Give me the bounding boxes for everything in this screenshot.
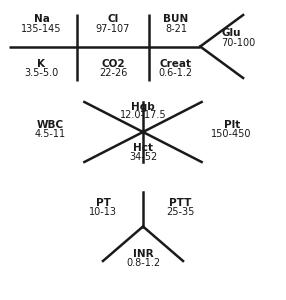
- Text: Plt: Plt: [224, 120, 240, 130]
- Text: K: K: [37, 58, 45, 69]
- Text: CO2: CO2: [101, 58, 125, 69]
- Text: Hgb: Hgb: [131, 101, 155, 112]
- Text: 34-52: 34-52: [129, 152, 157, 162]
- Text: 10-13: 10-13: [89, 207, 117, 218]
- Text: BUN: BUN: [163, 14, 188, 25]
- Text: 135-145: 135-145: [21, 23, 62, 34]
- Text: 25-35: 25-35: [166, 207, 194, 218]
- Text: 150-450: 150-450: [211, 129, 252, 140]
- Text: INR: INR: [133, 249, 153, 260]
- Text: 0.8-1.2: 0.8-1.2: [126, 258, 160, 268]
- Text: 12.0-17.5: 12.0-17.5: [120, 110, 166, 121]
- Text: Creat: Creat: [160, 58, 192, 69]
- Text: 8-21: 8-21: [165, 23, 187, 34]
- Text: 3.5-5.0: 3.5-5.0: [24, 68, 59, 78]
- Text: 97-107: 97-107: [96, 23, 130, 34]
- Text: Cl: Cl: [107, 14, 119, 25]
- Text: Glu: Glu: [222, 28, 241, 38]
- Text: 4.5-11: 4.5-11: [35, 129, 65, 140]
- Text: 22-26: 22-26: [99, 68, 127, 78]
- Text: PTT: PTT: [169, 198, 191, 208]
- Text: WBC: WBC: [37, 120, 63, 130]
- Text: Hct: Hct: [133, 142, 153, 153]
- Text: Na: Na: [33, 14, 49, 25]
- Text: PT: PT: [96, 198, 110, 208]
- Text: 0.6-1.2: 0.6-1.2: [159, 68, 193, 78]
- Text: 70-100: 70-100: [222, 38, 256, 48]
